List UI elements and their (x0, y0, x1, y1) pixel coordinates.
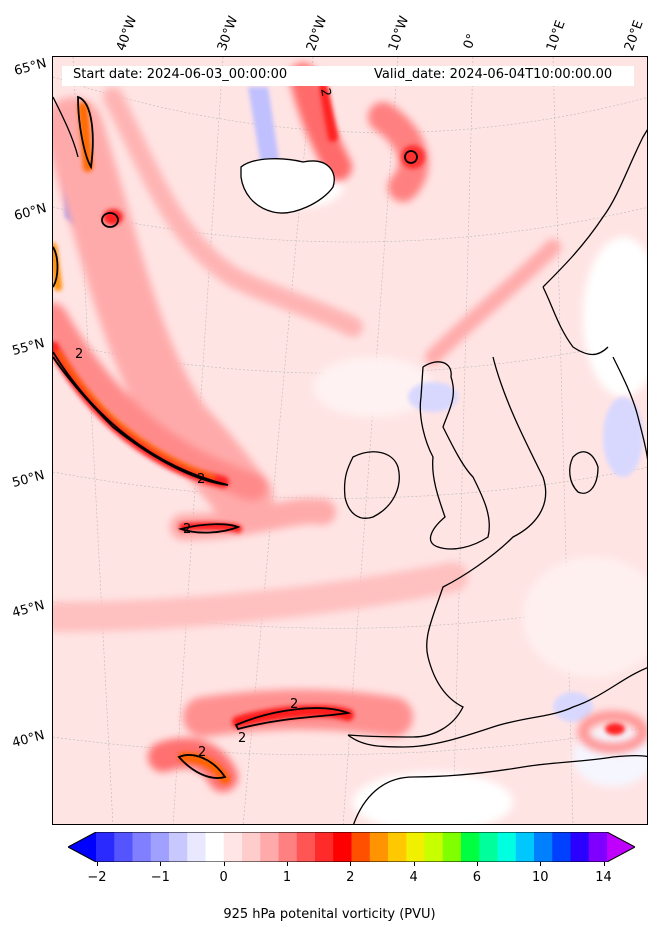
contour-label-1: 2 (75, 347, 84, 362)
lon-label-20w: 20°W (303, 14, 331, 53)
lat-label-55n: 55°N (10, 336, 47, 359)
pv-field (53, 57, 647, 824)
colorbar-tick-label: 4 (409, 870, 418, 885)
start-date-label: Start date: 2024-06-03_00:00:00 (73, 67, 288, 82)
colorbar-tick-label: −1 (150, 870, 170, 885)
lon-label-10e: 10°E (543, 18, 569, 53)
colorbar-tick-mark (540, 862, 542, 866)
colorbar-cell (552, 832, 571, 862)
colorbar-cell (278, 832, 298, 862)
header-bar (62, 66, 634, 86)
contour-label-3: 2 (183, 522, 192, 537)
colorbar-cell (570, 832, 590, 862)
colorbar-cell (406, 832, 425, 862)
colorbar-tick-mark (350, 862, 352, 866)
colorbar-tick-label: 0 (219, 870, 228, 885)
lat-label-40n: 40°N (10, 728, 47, 751)
lon-label-40w: 40°W (113, 14, 141, 53)
colorbar-cell (479, 832, 498, 862)
colorbar-tick-mark (97, 862, 98, 866)
colorbar-cell (96, 832, 115, 862)
colorbar-cell (187, 832, 206, 862)
contour-label-6: 2 (238, 731, 247, 746)
lat-label-65n: 65°N (12, 56, 49, 79)
valid-date-label: Valid_date: 2024-06-04T10:00:00.00 (374, 67, 613, 82)
colorbar-cell (132, 832, 152, 862)
colorbar-tick-mark (160, 862, 162, 866)
colorbar-cell (333, 832, 352, 862)
lon-label-30w: 30°W (214, 14, 242, 53)
colorbar-cell (461, 832, 480, 862)
colorbar-cell (388, 832, 407, 862)
colorbar-cell (296, 832, 316, 862)
colorbar (68, 832, 635, 862)
colorbar-label: 925 hPa potenital vorticity (PVU) (223, 907, 436, 922)
colorbar-cell (242, 832, 261, 862)
lon-label-10w: 10°W (385, 14, 413, 53)
pv-bands (53, 63, 647, 792)
colorbar-cell (588, 832, 608, 862)
colorbar-tick-mark (223, 862, 225, 866)
colorbar-tick-label: 10 (531, 870, 549, 885)
colorbar-cell (169, 832, 188, 862)
colorbar-tick-label: −2 (87, 870, 107, 885)
contour-label-5: 2 (198, 745, 207, 760)
colorbar-tick-label: 14 (595, 870, 612, 885)
colorbar-cell (497, 832, 517, 862)
lat-label-50n: 50°N (10, 468, 47, 491)
colorbar-cell (515, 832, 535, 862)
colorbar-cell (442, 832, 462, 862)
colorbar-cell (315, 832, 334, 862)
colorbar-cell (424, 832, 444, 862)
contour-label-2: 2 (197, 472, 206, 487)
colorbar-extend-max (607, 832, 635, 862)
colorbar-tick-mark (603, 862, 605, 866)
colorbar-cell (351, 832, 371, 862)
colorbar-tick-mark (286, 862, 288, 866)
colorbar-cell (534, 832, 553, 862)
map-plot-area: 2 2 2 2 2 2 2 (52, 56, 648, 825)
colorbar-tick-mark (476, 862, 478, 866)
colorbar-cell (114, 832, 133, 862)
colorbar-cell (260, 832, 279, 862)
lon-label-20e: 20°E (621, 18, 647, 53)
colorbar-cell (223, 832, 243, 862)
colorbar-cell (205, 832, 225, 862)
colorbar-tick-label: 6 (472, 870, 482, 885)
contour-2pvu (53, 95, 418, 779)
lat-label-60n: 60°N (12, 201, 49, 224)
colorbar-tick-mark (413, 862, 415, 866)
contour-label-4: 2 (290, 697, 299, 712)
colorbar-extend-min (68, 832, 96, 862)
lat-label-45n: 45°N (10, 598, 47, 621)
colorbar-cell (150, 832, 170, 862)
colorbar-cell (369, 832, 389, 862)
coastlines (53, 96, 647, 824)
colorbar-tick-label: 1 (282, 870, 292, 885)
colorbar-tick-label: 2 (346, 870, 355, 885)
lon-label-0: 0° (460, 31, 481, 51)
